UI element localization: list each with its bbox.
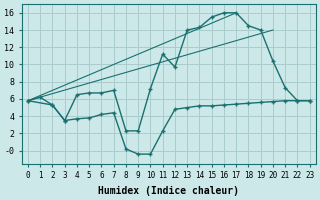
X-axis label: Humidex (Indice chaleur): Humidex (Indice chaleur): [98, 186, 239, 196]
